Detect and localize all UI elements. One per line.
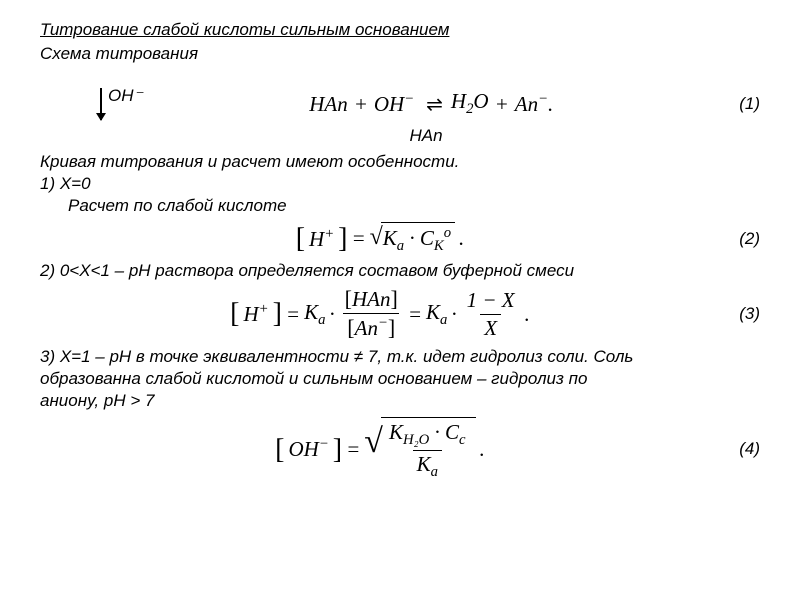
case-1: 1) X=0 <box>40 174 760 194</box>
arrow-down-icon <box>100 88 102 120</box>
section-title: Титрование слабой кислоты сильным основа… <box>40 20 760 40</box>
section-subtitle: Схема титрования <box>40 44 760 64</box>
equation-number: (4) <box>720 439 760 459</box>
case-2: 2) 0<X<1 – pH раствора определяется сост… <box>40 261 760 281</box>
product-1: H2O <box>451 89 489 118</box>
titration-scheme: OH⁻ HAn + OH− ⇌ H2O + An−. (1) <box>40 88 760 120</box>
equation-2-row: [H+] = √ Ka · CKo . (2) <box>40 222 760 255</box>
plus-sign: + <box>495 92 509 117</box>
case-3-line3: аниону, pH > 7 <box>40 391 760 411</box>
equation-3-row: [H+] = Ka · [HAn] [An−] = Ka · 1 − X X .… <box>40 287 760 341</box>
document-page: Титрование слабой кислоты сильным основа… <box>0 0 800 482</box>
equation-3: [H+] = Ka · [HAn] [An−] = Ka · 1 − X X . <box>230 287 530 341</box>
reactant-1: HAn <box>309 92 348 117</box>
paragraph: Кривая титрования и расчет имеют особенн… <box>40 152 760 172</box>
equation-4: [OH−] = √ KH₂O · Cc Ka <box>275 417 485 481</box>
case-1-note: Расчет по слабой кислоте <box>68 196 760 216</box>
case-3-line1: 3) X=1 – pH в точке эквивалентности ≠ 7,… <box>40 347 760 367</box>
product-2: An−. <box>515 91 554 117</box>
reaction-equation: HAn + OH− ⇌ H2O + An−. <box>142 89 720 118</box>
equation-number: (1) <box>720 94 760 114</box>
titrant-arrow: OH⁻ <box>100 88 142 120</box>
oh-label: OH⁻ <box>108 86 142 106</box>
equation-number: (3) <box>720 304 760 324</box>
equation-number: (2) <box>720 229 760 249</box>
equation-2: [H+] = √ Ka · CKo . <box>296 222 465 255</box>
han-label: HAn <box>92 126 760 146</box>
equilibrium-arrows-icon: ⇌ <box>426 92 439 117</box>
case-3-line2: образованна слабой кислотой и сильным ос… <box>40 369 760 389</box>
equation-4-row: [OH−] = √ KH₂O · Cc Ka <box>40 417 760 481</box>
plus-sign: + <box>354 92 368 117</box>
reactant-2: OH− <box>374 91 414 117</box>
